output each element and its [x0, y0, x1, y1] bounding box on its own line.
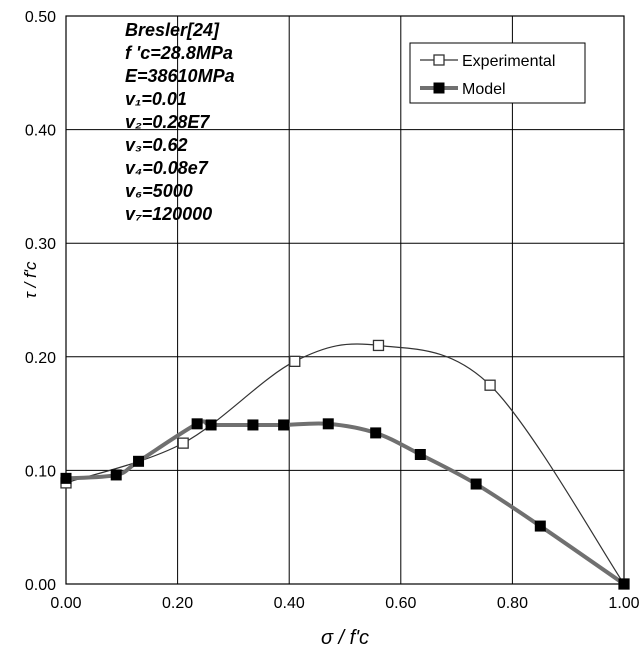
data-point-model: [247, 419, 259, 431]
data-point-model: [414, 448, 426, 460]
annotation-line: v₆=5000: [125, 181, 193, 201]
data-point-experimental: [289, 355, 301, 367]
data-point-model: [370, 427, 382, 439]
legend-layer: Experimental Model: [409, 42, 586, 104]
legend-label-model: Model: [462, 81, 506, 98]
series-model: [60, 418, 630, 590]
data-point-model: [60, 472, 72, 484]
data-point-experimental: [484, 379, 496, 391]
y-axis-title: τ / f'c: [21, 261, 40, 298]
annotation-line: v₃=0.62: [125, 135, 188, 155]
x-tick-label: 0.20: [162, 595, 193, 612]
data-point-experimental: [372, 339, 385, 352]
x-tick-label: 0.00: [50, 595, 81, 612]
x-tick-label: 0.60: [385, 595, 416, 612]
data-point-model: [205, 419, 217, 431]
data-point-model: [534, 520, 546, 532]
x-tick-label: 1.00: [608, 595, 639, 612]
x-axis-title: σ / f'c: [321, 627, 369, 649]
data-point-model: [278, 419, 290, 431]
annotation-line: v₂=0.28E7: [125, 112, 210, 132]
data-point-model: [133, 455, 145, 467]
data-point-model: [322, 418, 334, 430]
annotation-line: v₇=120000: [125, 204, 212, 224]
y-tick-label: 0.20: [25, 350, 56, 367]
series-experimental: [60, 339, 630, 590]
data-point-model: [618, 578, 630, 590]
legend-label-experimental: Experimental: [462, 53, 555, 70]
series-line-model: [65, 419, 626, 586]
annotation-line: Bresler[24]: [125, 20, 220, 40]
legend-marker-experimental: [433, 54, 445, 66]
plot-frame: [65, 15, 625, 585]
y-tick-label: 0.40: [25, 123, 56, 140]
annotation-line: E=38610MPa: [125, 66, 235, 86]
data-point-model: [470, 478, 482, 490]
y-tick-label: 0.50: [25, 9, 56, 26]
legend-marker-model: [433, 82, 445, 94]
annotation-line: v₁=0.01: [125, 89, 187, 109]
data-point-model: [191, 418, 203, 430]
annotation-layer: Bresler[24] f 'c=28.8MPa E=38610MPa v₁=0.01…: [125, 20, 235, 224]
series-layer: [60, 339, 630, 590]
annotation-line: f 'c=28.8MPa: [125, 43, 233, 63]
data-point-experimental: [177, 437, 189, 449]
axis-layer: 0.00 0.20 0.40 0.60 0.80 1.00 0.00 0.10 0.20 0.30…: [21, 9, 640, 649]
annotation-line: v₄=0.08e7: [125, 158, 209, 178]
x-tick-label: 0.80: [497, 595, 528, 612]
y-tick-label: 0.00: [25, 577, 56, 594]
x-tick-label: 0.40: [274, 595, 305, 612]
y-tick-label: 0.10: [25, 463, 56, 480]
data-point-model: [110, 469, 122, 481]
series-line-experimental: [65, 343, 625, 585]
y-tick-label: 0.30: [25, 236, 56, 253]
